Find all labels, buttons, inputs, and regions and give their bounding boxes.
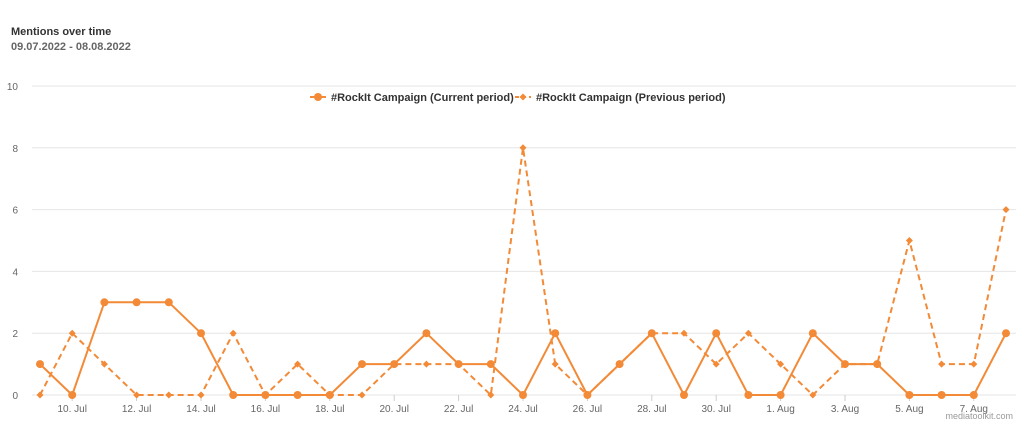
data-point[interactable] xyxy=(905,237,913,244)
legend-item[interactable]: #RockIt Campaign (Current period) xyxy=(310,92,514,104)
data-point[interactable] xyxy=(197,391,205,399)
legend-item[interactable]: #RockIt Campaign (Previous period) xyxy=(515,92,726,104)
data-point[interactable] xyxy=(229,391,238,399)
data-point[interactable] xyxy=(100,298,109,307)
x-tick-label: 14. Jul xyxy=(186,404,215,415)
data-point[interactable] xyxy=(969,391,978,399)
data-point[interactable] xyxy=(164,298,173,307)
data-point[interactable] xyxy=(293,391,302,399)
data-point[interactable] xyxy=(937,391,946,399)
data-point[interactable] xyxy=(36,360,44,369)
data-point[interactable] xyxy=(486,360,495,369)
date-range: 09.07.2022 - 08.08.2022 xyxy=(11,41,131,53)
previous-period-series xyxy=(36,144,1010,399)
data-point[interactable] xyxy=(165,391,173,399)
data-point[interactable] xyxy=(132,298,141,307)
series-line xyxy=(39,301,1007,396)
x-tick-label: 24. Jul xyxy=(508,404,537,415)
current-period-series xyxy=(36,298,1010,399)
series-layer xyxy=(36,144,1010,399)
data-point[interactable] xyxy=(616,360,624,368)
y-axis-ticks: 0 2 4 6 8 10 xyxy=(7,82,19,402)
x-tick-label: 10. Jul xyxy=(57,404,86,415)
y-tick-label: 2 xyxy=(12,329,18,340)
data-point[interactable] xyxy=(358,391,366,399)
legend-marker xyxy=(519,93,527,101)
data-point[interactable] xyxy=(229,329,237,337)
data-point[interactable] xyxy=(390,360,398,368)
data-point[interactable] xyxy=(197,329,205,338)
data-point[interactable] xyxy=(905,391,914,399)
credit-text: mediatoolkit.com xyxy=(945,411,1013,421)
x-tick-label: 18. Jul xyxy=(315,404,344,415)
data-point[interactable] xyxy=(422,329,431,338)
data-point[interactable] xyxy=(777,360,785,368)
data-point[interactable] xyxy=(455,360,463,368)
x-tick-label: 28. Jul xyxy=(637,404,666,415)
chart-title: Mentions over time xyxy=(11,26,112,38)
legend: #RockIt Campaign (Current period) #RockIt… xyxy=(310,92,726,104)
data-point[interactable] xyxy=(1002,206,1010,214)
data-point[interactable] xyxy=(551,360,559,368)
data-point[interactable] xyxy=(744,391,753,399)
x-tick-label: 20. Jul xyxy=(379,404,408,415)
data-point[interactable] xyxy=(841,360,849,368)
data-point[interactable] xyxy=(938,360,946,368)
data-point[interactable] xyxy=(487,391,495,399)
data-point[interactable] xyxy=(133,391,141,399)
data-point[interactable] xyxy=(1002,329,1010,338)
y-tick-label: 4 xyxy=(12,267,18,278)
data-point[interactable] xyxy=(261,391,269,399)
data-point[interactable] xyxy=(808,329,817,338)
data-point[interactable] xyxy=(551,329,560,338)
data-point[interactable] xyxy=(776,391,785,399)
data-point[interactable] xyxy=(100,360,108,368)
data-point[interactable] xyxy=(648,329,656,337)
data-point[interactable] xyxy=(68,329,76,337)
y-tick-label: 0 xyxy=(12,391,18,402)
data-point[interactable] xyxy=(326,391,334,399)
x-tick-label: 7. Aug xyxy=(960,404,988,415)
chart-header: Mentions over time 09.07.2022 - 08.08.20… xyxy=(11,25,131,54)
data-point[interactable] xyxy=(809,391,817,399)
x-tick-label: 26. Jul xyxy=(573,404,602,415)
x-tick-label: 30. Jul xyxy=(701,404,730,415)
data-point[interactable] xyxy=(36,391,44,399)
data-point[interactable] xyxy=(873,360,881,368)
data-point[interactable] xyxy=(680,329,688,337)
data-point[interactable] xyxy=(422,360,430,368)
data-point[interactable] xyxy=(358,360,366,369)
data-point[interactable] xyxy=(712,360,720,368)
data-point[interactable] xyxy=(712,329,721,338)
x-tick-label: 1. Aug xyxy=(766,404,794,415)
data-point[interactable] xyxy=(294,360,302,368)
grid-lines xyxy=(32,85,1016,396)
y-tick-label: 8 xyxy=(12,144,18,155)
x-tick-label: 3. Aug xyxy=(831,404,859,415)
data-point[interactable] xyxy=(970,360,978,368)
data-point[interactable] xyxy=(519,391,527,399)
legend-label: #RockIt Campaign (Previous period) xyxy=(536,92,726,104)
data-point[interactable] xyxy=(519,144,527,152)
x-tick-label: 12. Jul xyxy=(122,404,151,415)
x-tick-label: 16. Jul xyxy=(251,404,280,415)
x-tick-label: 5. Aug xyxy=(895,404,923,415)
legend-marker xyxy=(314,93,322,101)
data-point[interactable] xyxy=(583,391,591,399)
data-point[interactable] xyxy=(68,391,77,399)
data-point[interactable] xyxy=(680,391,688,399)
y-tick-label: 10 xyxy=(7,82,19,93)
legend-label: #RockIt Campaign (Current period) xyxy=(331,92,514,104)
y-tick-label: 6 xyxy=(12,206,18,217)
data-point[interactable] xyxy=(744,329,752,337)
x-tick-label: 22. Jul xyxy=(444,404,473,415)
